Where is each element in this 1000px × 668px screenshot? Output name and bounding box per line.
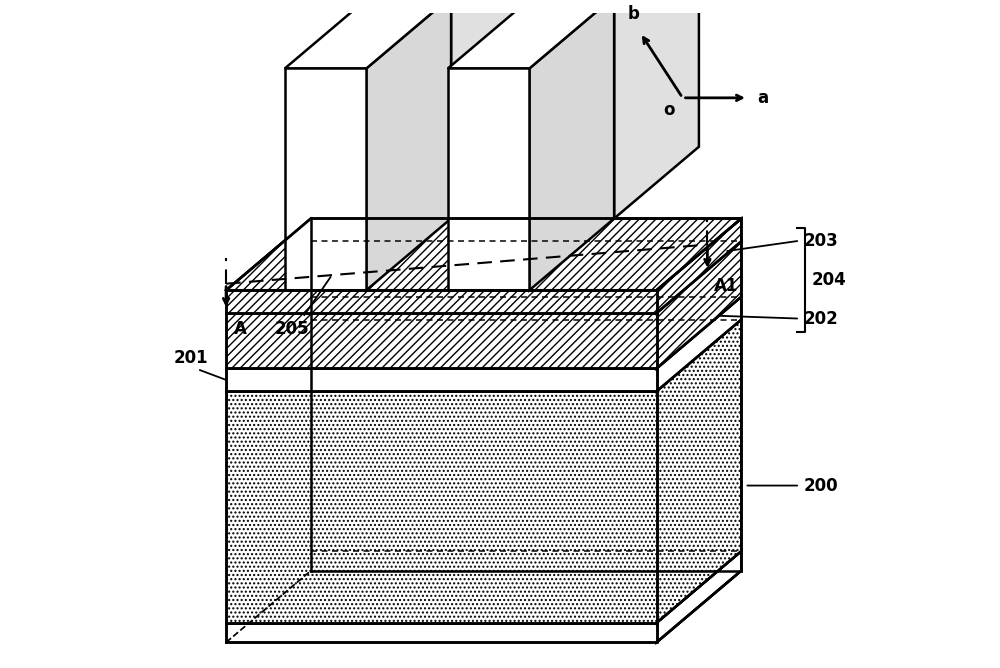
Polygon shape bbox=[529, 0, 614, 290]
Polygon shape bbox=[226, 369, 657, 391]
Text: 203: 203 bbox=[803, 232, 838, 250]
Polygon shape bbox=[657, 241, 741, 369]
Polygon shape bbox=[448, 69, 529, 290]
Polygon shape bbox=[226, 551, 741, 623]
Polygon shape bbox=[226, 313, 657, 369]
Polygon shape bbox=[370, 0, 451, 218]
Polygon shape bbox=[226, 290, 657, 313]
Text: 202: 202 bbox=[803, 309, 838, 327]
Text: 204: 204 bbox=[812, 271, 846, 289]
Polygon shape bbox=[448, 0, 614, 69]
Polygon shape bbox=[657, 319, 741, 623]
Polygon shape bbox=[226, 218, 741, 290]
Text: 200: 200 bbox=[803, 476, 838, 494]
Polygon shape bbox=[657, 218, 741, 313]
Polygon shape bbox=[366, 0, 451, 290]
Polygon shape bbox=[533, 0, 614, 218]
Text: A1: A1 bbox=[714, 277, 738, 295]
Text: b: b bbox=[628, 5, 640, 23]
Polygon shape bbox=[657, 551, 741, 643]
Text: A: A bbox=[234, 319, 247, 337]
Polygon shape bbox=[614, 0, 699, 218]
Polygon shape bbox=[657, 297, 741, 391]
Polygon shape bbox=[285, 0, 451, 69]
Text: 205: 205 bbox=[275, 319, 310, 337]
Polygon shape bbox=[226, 391, 657, 623]
Text: o: o bbox=[663, 101, 675, 119]
Polygon shape bbox=[226, 623, 657, 643]
Polygon shape bbox=[451, 0, 536, 218]
Text: 201: 201 bbox=[174, 349, 209, 367]
Polygon shape bbox=[285, 69, 366, 290]
Text: a: a bbox=[758, 89, 769, 107]
